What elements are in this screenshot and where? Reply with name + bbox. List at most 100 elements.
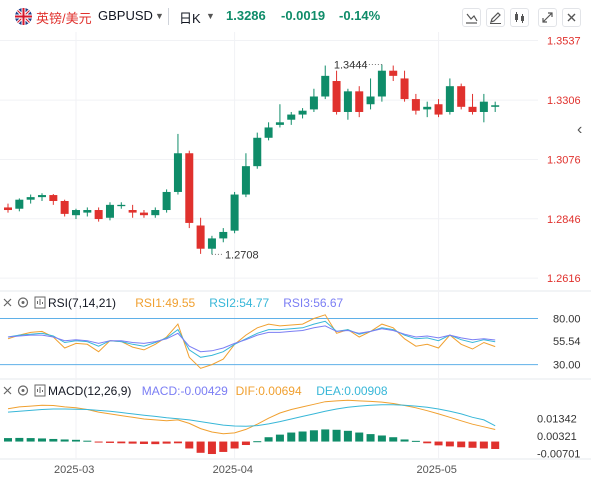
macd-dea-line [7,404,496,427]
rsi-level-bg [541,357,591,372]
macd-histogram-bar [445,441,454,447]
candle [253,137,262,167]
indicator-value: RSI2:54.77 [209,296,269,310]
candle [230,194,239,231]
indicator-value: MACD:-0.00429 [142,384,228,398]
macd-y-tick: 0.00321 [537,431,577,443]
macd-histogram-bar [128,441,137,444]
macd-histogram-bar [241,441,250,446]
indicator-value: RSI1:49.55 [135,296,195,310]
divider [168,8,169,25]
settings-icon[interactable] [37,299,43,305]
candle [26,197,35,200]
low-label: 1.2708 [225,249,259,261]
candle [162,191,171,211]
close-icon[interactable] [562,8,581,27]
gear-icon[interactable] [17,385,29,396]
rsi-level-label: 80.00 [553,314,581,326]
candle [355,91,364,112]
macd-histogram-bar [105,441,114,443]
macd-histogram-bar [230,441,239,449]
gear-icon[interactable] [17,297,29,308]
candle [139,212,148,216]
macd-histogram-bar [60,439,69,442]
candle [434,104,443,115]
macd-histogram-bar [491,441,500,449]
indicator-value: DIF:0.00694 [236,384,302,398]
macd-histogram-bar [151,441,160,445]
macd-histogram-bar [343,430,352,442]
candle [71,210,80,216]
macd-y-tick: -0.00701 [537,449,580,461]
macd-histogram-bar [4,438,12,442]
candle [275,122,284,125]
candle [241,166,250,195]
macd-histogram-bar [185,441,194,449]
y-tick-label: 1.3076 [547,154,581,166]
candle [196,225,205,249]
macd-histogram-bar [49,438,58,442]
candle [117,204,126,207]
gear-icon[interactable] [21,389,25,392]
candle [423,106,432,110]
x-tick-label: 2025-05 [417,464,457,476]
draw-icon[interactable] [486,8,505,27]
rsi-level-bg [541,311,591,326]
candle [15,199,24,209]
candle [287,114,296,120]
macd-histogram-bar [173,441,182,444]
period-selector[interactable]: 日K [179,11,201,26]
candle [389,70,398,76]
macd-histogram-bar [434,441,443,446]
macd-histogram-bar [253,441,262,443]
fullscreen-icon[interactable] [538,8,557,27]
x-tick-label: 2025-04 [213,464,253,476]
chevron-left-icon[interactable]: ‹ [577,121,583,138]
price-change: -0.0019 [281,8,326,23]
gb-us-flag-icon [15,8,32,25]
macd-histogram-bar [298,431,307,442]
macd-histogram-bar [377,435,386,442]
indicator-value: RSI3:56.67 [283,296,343,310]
macd-histogram-bar [321,429,330,442]
close-icon[interactable] [3,298,12,307]
chevron-down-icon[interactable]: ▼ [155,11,164,21]
macd-histogram-bar [207,441,216,455]
settings-icon[interactable] [34,384,46,397]
chevron-down-icon[interactable]: ▼ [206,11,215,21]
macd-histogram-bar [479,441,488,449]
candle [321,75,330,97]
macd-histogram-bar [15,437,24,442]
macd-histogram-bar [400,439,409,442]
candle [105,204,114,218]
macd-histogram-bar [26,438,35,442]
indicator-value: DEA:0.00908 [316,384,388,398]
macd-histogram-bar [71,439,80,442]
rsi-series-rsi2 [7,320,496,358]
pair-name: 英镑/美元 [36,11,92,26]
symbol-selector[interactable]: GBPUSD [98,8,153,23]
candle [377,70,386,97]
rsi-y-tick: 55.54 [553,336,581,348]
settings-icon[interactable] [37,387,43,393]
candle [128,210,137,213]
candle [83,210,92,213]
macd-histogram-bar [196,441,205,453]
macd-histogram-bar [37,438,46,442]
candle [298,110,307,115]
y-tick-label: 1.3306 [547,95,581,107]
close-icon[interactable] [3,386,12,395]
indicator-title: MACD(12,26,9) [48,384,131,398]
settings-icon[interactable] [34,296,46,309]
candle [60,200,69,214]
candle [37,195,46,198]
candle [366,96,375,105]
candle [173,153,182,192]
macd-histogram-bar [162,441,171,444]
macd-histogram-bar [332,429,341,442]
candlestick-icon[interactable] [510,8,529,27]
gear-icon[interactable] [21,301,25,304]
measure-icon[interactable] [462,8,481,27]
candle [411,99,420,111]
